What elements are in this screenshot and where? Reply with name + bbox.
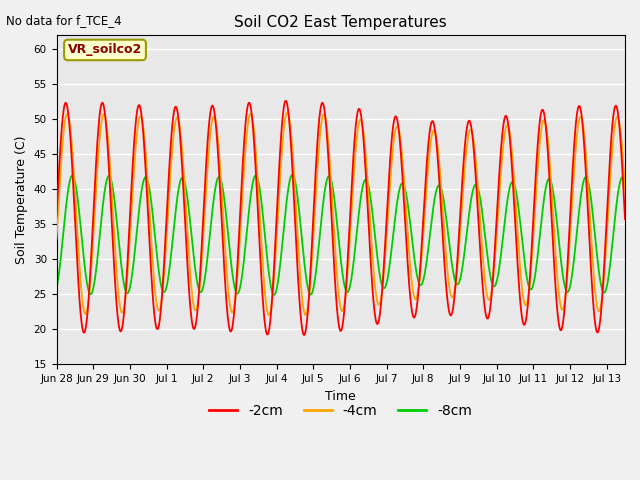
- -2cm: [605, 170, 613, 176]
- -8cm: [605, 270, 613, 276]
- -8cm: [289, 172, 296, 178]
- Title: Soil CO2 East Temperatures: Soil CO2 East Temperatures: [234, 15, 447, 30]
- -8cm: [270, 292, 278, 298]
- -2cm: [82, 326, 90, 332]
- -4cm: [302, 312, 310, 318]
- -8cm: [501, 219, 509, 225]
- -8cm: [82, 270, 90, 276]
- -4cm: [605, 200, 612, 206]
- Text: No data for f_TCE_4: No data for f_TCE_4: [6, 14, 122, 27]
- Legend: -2cm, -4cm, -8cm: -2cm, -4cm, -8cm: [204, 398, 477, 423]
- Line: -2cm: -2cm: [56, 101, 625, 335]
- -8cm: [52, 285, 60, 291]
- -2cm: [282, 98, 289, 104]
- -2cm: [605, 176, 612, 181]
- -2cm: [52, 215, 60, 220]
- -4cm: [52, 236, 60, 241]
- Y-axis label: Soil Temperature (C): Soil Temperature (C): [15, 136, 28, 264]
- -4cm: [82, 311, 90, 317]
- -4cm: [621, 187, 629, 192]
- -2cm: [300, 332, 308, 338]
- -4cm: [330, 218, 337, 224]
- -8cm: [605, 272, 612, 278]
- -2cm: [315, 125, 323, 131]
- -8cm: [315, 246, 323, 252]
- Line: -8cm: -8cm: [56, 175, 625, 295]
- -2cm: [621, 216, 629, 222]
- -4cm: [284, 109, 291, 115]
- -2cm: [501, 115, 509, 120]
- Text: VR_soilco2: VR_soilco2: [68, 43, 142, 57]
- -8cm: [621, 180, 629, 186]
- -4cm: [605, 195, 613, 201]
- -4cm: [501, 131, 509, 137]
- -8cm: [330, 190, 337, 196]
- X-axis label: Time: Time: [325, 390, 356, 403]
- -2cm: [330, 252, 337, 258]
- Line: -4cm: -4cm: [56, 112, 625, 315]
- -4cm: [315, 151, 323, 157]
